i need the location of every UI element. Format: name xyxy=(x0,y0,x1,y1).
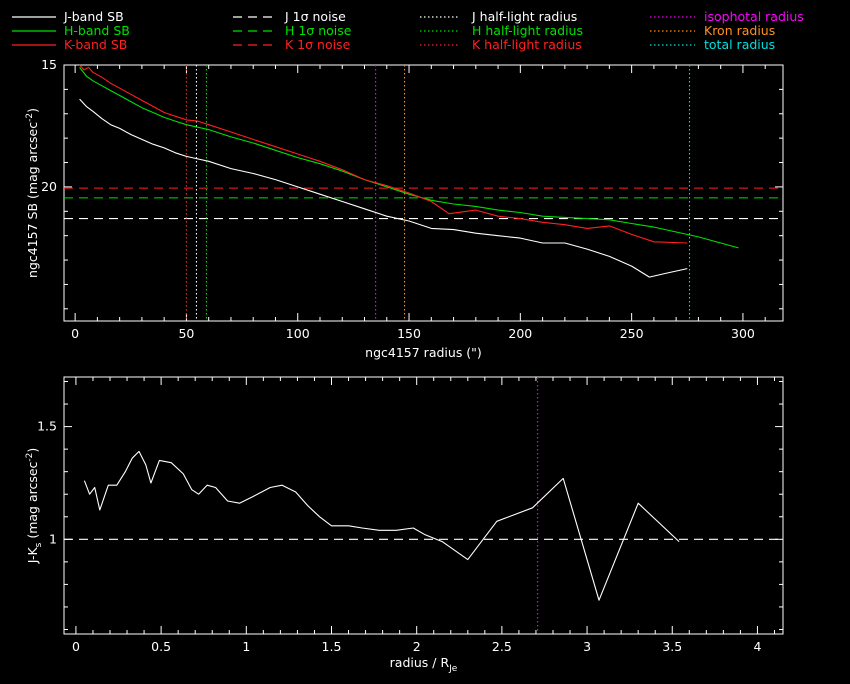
y-axis-label: ngc4157 SB (mag arcsec-2) xyxy=(25,108,40,278)
legend-label: H-band SB xyxy=(64,23,130,38)
y-tick-label: 1 xyxy=(49,531,57,546)
x-tick-label: 0.5 xyxy=(151,639,171,654)
x-tick-label: 0 xyxy=(71,326,79,341)
legend-item-isophotal-radius: isophotal radius xyxy=(650,9,804,24)
x-tick-label: 250 xyxy=(620,326,644,341)
x-tick-label: 2.5 xyxy=(492,639,512,654)
legend-label: K half-light radius xyxy=(472,37,582,52)
y-tick-label: 15 xyxy=(41,57,57,72)
legend-item-kron-radius: Kron radius xyxy=(650,23,775,38)
x-tick-label: 1.5 xyxy=(322,639,342,654)
plot-frame xyxy=(63,376,784,635)
legend-label: J-band SB xyxy=(63,9,124,24)
legend-label: isophotal radius xyxy=(704,9,804,24)
x-tick-label: 3.5 xyxy=(662,639,682,654)
x-tick-label: 0 xyxy=(72,639,80,654)
surface-brightness-panel: 0 50 100 150 200 250 300 15 20 ngc4157 radius (")… xyxy=(25,57,784,360)
legend-item-j-half-light-radius: J half-light radius xyxy=(420,9,577,24)
x-tick-label: 150 xyxy=(397,326,421,341)
legend-label: J half-light radius xyxy=(471,9,577,24)
series-k-band-sb xyxy=(79,64,688,244)
legend-item-k-band-sb: K-band SB xyxy=(12,37,127,52)
legend-item-k-half-light-radius: K half-light radius xyxy=(420,37,582,52)
legend-label: J 1σ noise xyxy=(284,9,346,24)
y-axis-label: J-Ks (mag arcsec-2) xyxy=(25,448,44,565)
legend-item-k-1sigma-noise: K 1σ noise xyxy=(233,37,351,52)
legend-label: Kron radius xyxy=(704,23,775,38)
legend-item-j-band-sb: J-band SB xyxy=(12,9,124,24)
legend-label: H half-light radius xyxy=(472,23,583,38)
x-tick-label: 4 xyxy=(753,639,761,654)
x-tick-label: 100 xyxy=(286,326,310,341)
x-tick-label: 50 xyxy=(178,326,194,341)
color-profile-panel: 0 0.5 1 1.5 2 2.5 3 3.5 4 1 1.5 radius / RJe J-Ks (m… xyxy=(25,376,784,674)
series-j-band-sb xyxy=(79,98,688,278)
y-tick-label: 20 xyxy=(41,179,57,194)
x-tick-label: 300 xyxy=(731,326,755,341)
x-tick-label: 1 xyxy=(242,639,250,654)
legend-item-h-half-light-radius: H half-light radius xyxy=(420,23,583,38)
legend-item-h-1sigma-noise: H 1σ noise xyxy=(233,23,352,38)
plot-frame xyxy=(63,64,784,322)
legend-item-j-1sigma-noise: J 1σ noise xyxy=(233,9,346,24)
x-tick-label: 3 xyxy=(583,639,591,654)
series-h-band-sb xyxy=(79,67,739,249)
legend-label: K 1σ noise xyxy=(285,37,351,52)
legend-item-h-band-sb: H-band SB xyxy=(12,23,130,38)
x-tick-label: 200 xyxy=(508,326,532,341)
x-axis-label: radius / RJe xyxy=(390,655,458,674)
series-j-k xyxy=(83,450,680,601)
x-axis-label: ngc4157 radius (") xyxy=(365,345,482,360)
legend-label: K-band SB xyxy=(64,37,127,52)
y-tick-label: 1.5 xyxy=(37,419,57,434)
legend-label: H 1σ noise xyxy=(285,23,352,38)
x-tick-label: 2 xyxy=(413,639,421,654)
legend-item-total-radius: total radius xyxy=(650,37,775,52)
legend-label: total radius xyxy=(704,37,775,52)
